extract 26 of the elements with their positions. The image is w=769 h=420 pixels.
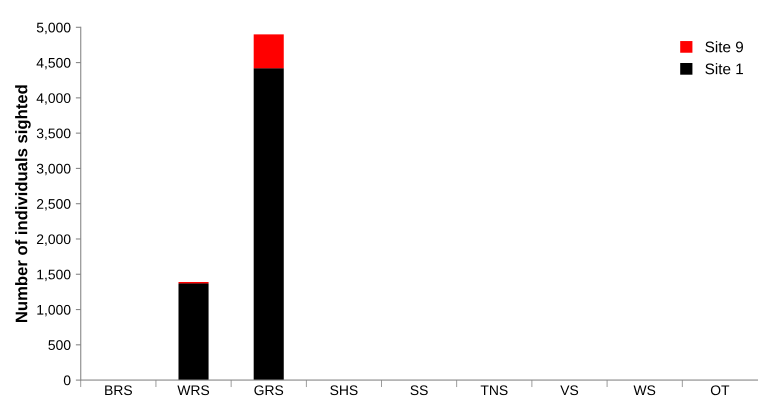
y-tick-label: 0 bbox=[64, 375, 70, 386]
bar bbox=[254, 34, 284, 68]
y-tick-label: 2,000 bbox=[36, 234, 70, 246]
x-tick-label: GRS bbox=[254, 385, 284, 396]
y-tick-label: 1,500 bbox=[37, 270, 70, 282]
y-tick-label: 3,000 bbox=[36, 164, 70, 176]
y-tick-label: 1,000 bbox=[37, 304, 70, 316]
y-tick-label: 5,000 bbox=[36, 22, 70, 34]
y-tick-label: 500 bbox=[48, 340, 70, 350]
y-tick-label: 4,000 bbox=[36, 93, 70, 105]
x-tick-label: TNS bbox=[480, 385, 508, 396]
bar bbox=[254, 68, 284, 380]
x-tick-label: SHS bbox=[330, 385, 358, 396]
x-tick-label: OT bbox=[710, 385, 730, 396]
legend-label: Site 9 bbox=[705, 41, 743, 52]
y-tick-label: 4,500 bbox=[36, 58, 70, 70]
x-tick-label: SS bbox=[410, 385, 428, 396]
legend-label: Site 1 bbox=[705, 63, 743, 74]
x-tick-label: WRS bbox=[177, 385, 210, 396]
y-tick-label: 2,500 bbox=[36, 199, 70, 211]
y-tick-label: 3,500 bbox=[36, 128, 70, 140]
x-tick-label: BRS bbox=[105, 385, 132, 396]
bar bbox=[178, 283, 209, 380]
x-tick-label: WS bbox=[634, 385, 656, 396]
y-axis-title: Number of individuals sighted bbox=[15, 85, 31, 322]
x-tick-label: VS bbox=[560, 385, 578, 396]
